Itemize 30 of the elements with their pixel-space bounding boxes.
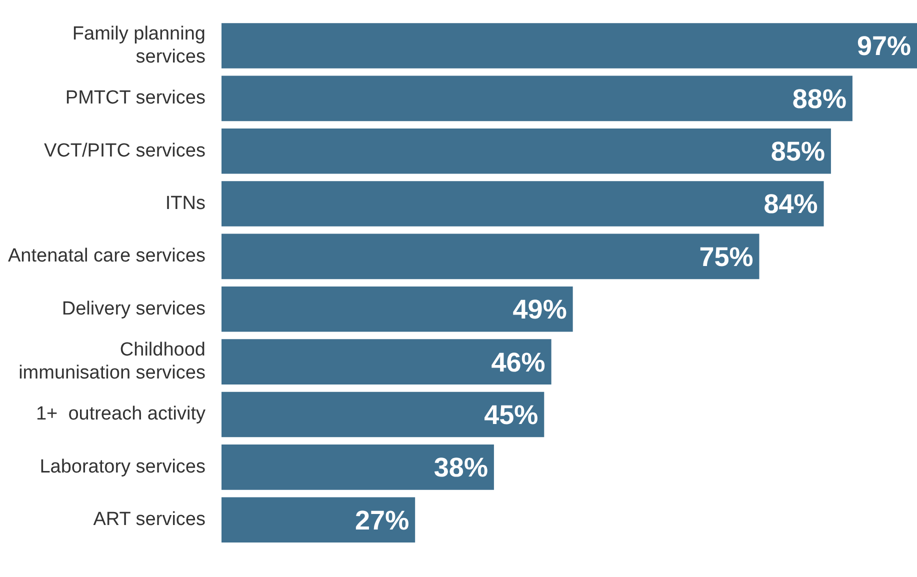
bar: [221, 286, 573, 332]
data-label: 85%: [770, 136, 825, 167]
y-tick-label: ART services: [93, 509, 206, 530]
y-tick-label: Delivery services: [62, 298, 206, 320]
y-tick-label: 1+ outreach activity: [36, 404, 206, 425]
bar: [221, 234, 760, 280]
y-tick-label: VCT/PITC services: [44, 140, 206, 162]
y-tick-label: Childhood immunisation services: [18, 340, 206, 384]
y-tick-label: Laboratory services: [40, 456, 206, 478]
bar: [221, 392, 544, 438]
data-label: 84%: [764, 189, 818, 220]
y-tick-label: Antenatal care services: [8, 246, 206, 267]
bar: [221, 339, 552, 384]
data-label: 49%: [512, 294, 567, 325]
bar: [221, 23, 917, 68]
data-label: 75%: [699, 242, 754, 272]
data-label: 38%: [434, 452, 488, 483]
data-label: 88%: [792, 84, 846, 114]
y-tick-label: PMTCT services: [65, 88, 206, 109]
data-label: 45%: [484, 400, 538, 430]
bar: [221, 76, 852, 122]
y-tick-label: ITNs: [165, 193, 206, 214]
y-tick-label: Family planning services: [72, 24, 206, 68]
bar: [221, 181, 824, 226]
bar: [221, 444, 494, 490]
bar: [221, 128, 831, 174]
data-label: 46%: [491, 347, 546, 378]
data-label: 97%: [856, 31, 911, 62]
data-label: 27%: [355, 505, 410, 536]
bar: [221, 497, 416, 543]
